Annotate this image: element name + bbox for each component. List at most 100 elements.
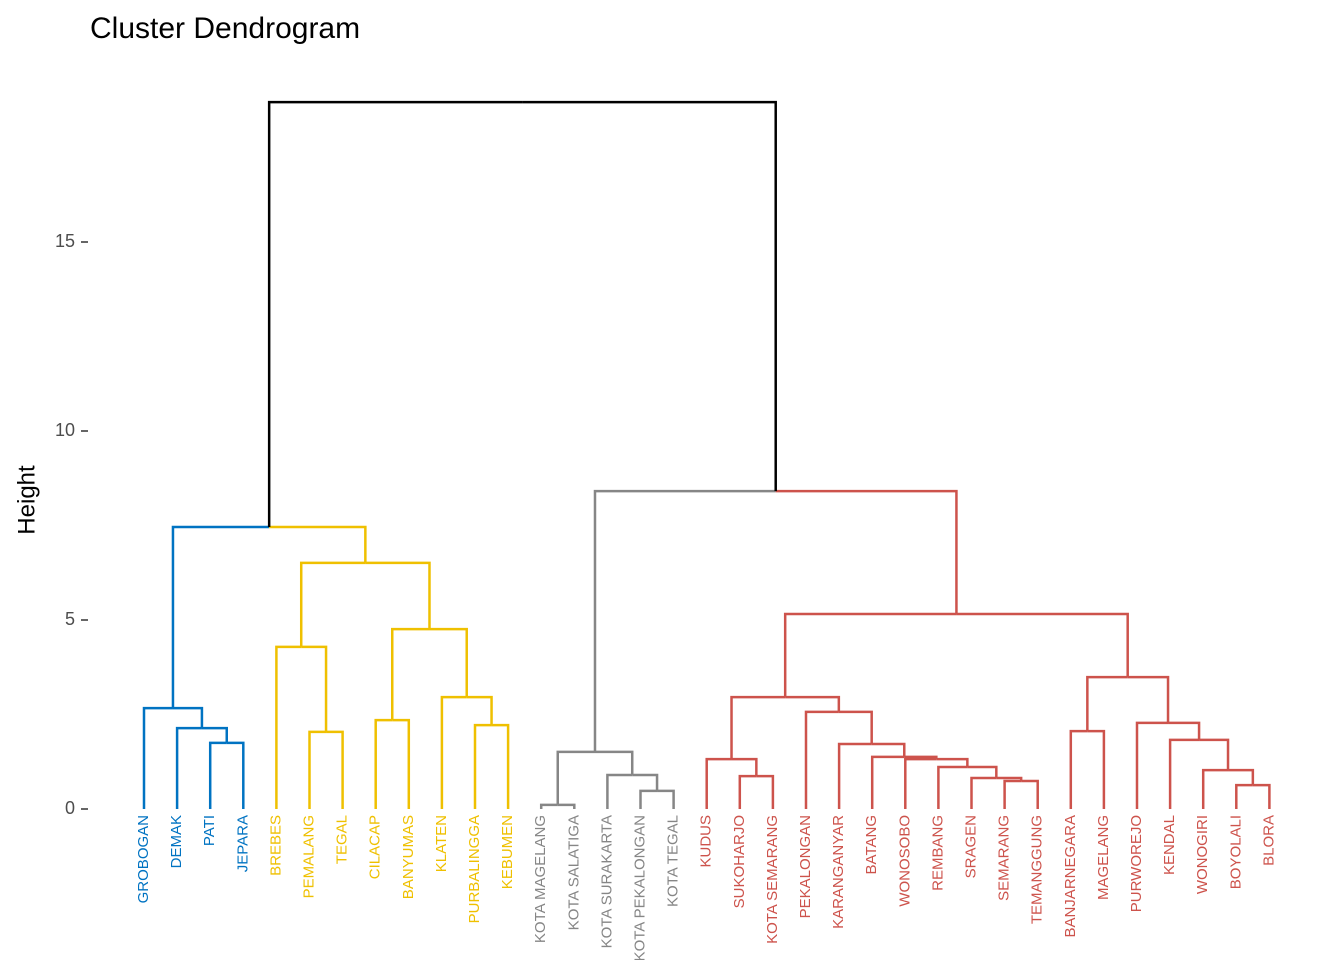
branch bbox=[956, 612, 1129, 678]
leaf-label: CILACAP bbox=[367, 815, 384, 879]
branch bbox=[308, 730, 327, 809]
leaf-label: KOTA SALATIGA bbox=[565, 815, 582, 930]
y-tick-label: 15 bbox=[55, 231, 75, 251]
branch bbox=[1228, 768, 1255, 786]
leaf-label: SRAGEN bbox=[962, 815, 979, 878]
leaf-label: KOTA SURAKARTA bbox=[598, 815, 615, 948]
leaf-label: MAGELANG bbox=[1095, 815, 1112, 900]
branch bbox=[1252, 783, 1271, 809]
leaf-label: PEKALONGAN bbox=[797, 815, 814, 918]
branch bbox=[171, 525, 270, 709]
branch bbox=[1086, 675, 1128, 732]
branch bbox=[1235, 783, 1253, 809]
branch bbox=[970, 776, 997, 809]
branch bbox=[1069, 729, 1088, 809]
leaf-label: JEPARA bbox=[234, 815, 251, 872]
branch bbox=[267, 100, 523, 528]
leaf-label: PEMALANG bbox=[300, 815, 317, 898]
branch bbox=[967, 765, 998, 779]
leaf-label: BATANG bbox=[863, 815, 880, 874]
branch bbox=[301, 645, 328, 732]
leaf-label: SEMARANG bbox=[996, 815, 1013, 901]
y-tick-label: 0 bbox=[65, 798, 75, 818]
branch bbox=[1127, 675, 1170, 723]
branch bbox=[275, 645, 302, 809]
leaf-label: PURBALINGGA bbox=[466, 815, 483, 923]
branch bbox=[936, 757, 969, 768]
leaf-label: GROBOGAN bbox=[135, 815, 152, 903]
leaf-label: KOTA TEGAL bbox=[665, 815, 682, 907]
branch bbox=[522, 100, 777, 492]
branch bbox=[299, 561, 366, 647]
branch bbox=[904, 755, 938, 760]
branch bbox=[429, 627, 468, 698]
branch bbox=[491, 723, 510, 809]
branch bbox=[1201, 768, 1229, 809]
branch bbox=[1003, 779, 1022, 809]
branch bbox=[440, 695, 467, 809]
leaf-label: SUKOHARJO bbox=[731, 815, 748, 908]
branch bbox=[208, 741, 227, 809]
leaf-label: KENDAL bbox=[1161, 815, 1178, 875]
branch bbox=[937, 765, 968, 809]
branch bbox=[466, 695, 493, 726]
leaf-label: PATI bbox=[201, 815, 218, 846]
leaf-label: KLATEN bbox=[433, 815, 450, 872]
branch bbox=[1168, 738, 1200, 809]
leaf-label: WONOGIRI bbox=[1194, 815, 1211, 894]
chart-title: Cluster Dendrogram bbox=[90, 12, 360, 45]
branch bbox=[269, 525, 367, 563]
leaf-label: BANYUMAS bbox=[400, 815, 417, 899]
branch bbox=[594, 750, 634, 775]
branch bbox=[804, 710, 839, 809]
leaf-label: KOTA MAGELANG bbox=[532, 815, 549, 943]
leaf-label: KOTA SEMARANG bbox=[764, 815, 781, 944]
leaf-label: PURWOREJO bbox=[1128, 815, 1145, 912]
branch bbox=[175, 726, 202, 809]
branch bbox=[556, 750, 595, 805]
branch bbox=[392, 718, 411, 809]
leaf-label: KARANGANYAR bbox=[830, 815, 847, 929]
leaf-label: TEGAL bbox=[334, 815, 351, 864]
branch bbox=[1168, 721, 1201, 740]
branch bbox=[1199, 738, 1230, 771]
branch bbox=[391, 627, 430, 721]
branch bbox=[473, 723, 492, 809]
branch bbox=[996, 776, 1023, 782]
branch bbox=[738, 774, 757, 809]
leaf-label: DEMAK bbox=[168, 815, 185, 868]
branch bbox=[1135, 721, 1169, 809]
branch bbox=[731, 757, 758, 777]
branch bbox=[1021, 779, 1039, 809]
y-axis-label: Height bbox=[13, 465, 40, 535]
branch bbox=[657, 789, 675, 809]
leaf-label: KOTA PEKALONGAN bbox=[631, 815, 648, 960]
branch bbox=[365, 561, 431, 630]
leaf-label: BANJARNEGARA bbox=[1062, 815, 1079, 938]
branch bbox=[374, 718, 393, 809]
branch bbox=[593, 489, 776, 752]
y-tick-label: 10 bbox=[55, 420, 75, 440]
leaf-label: WONOSOBO bbox=[896, 815, 913, 907]
branch bbox=[705, 757, 732, 809]
branch bbox=[606, 773, 633, 809]
branch bbox=[775, 489, 958, 614]
branch bbox=[838, 710, 873, 744]
leaf-label: KEBUMEN bbox=[499, 815, 516, 889]
branch bbox=[785, 695, 841, 712]
y-tick-label: 5 bbox=[65, 609, 75, 629]
branch bbox=[639, 789, 658, 809]
branch bbox=[142, 706, 173, 809]
branch bbox=[632, 773, 659, 791]
branch bbox=[539, 803, 558, 809]
branch bbox=[783, 612, 957, 698]
branch bbox=[226, 741, 245, 809]
branch bbox=[557, 803, 576, 809]
leaf-label: TEMANGGUNG bbox=[1029, 815, 1046, 924]
leaf-label: BOYOLALI bbox=[1227, 815, 1244, 889]
branch bbox=[871, 742, 906, 757]
branch bbox=[201, 726, 228, 743]
leaf-label: BLORA bbox=[1260, 815, 1277, 866]
branch bbox=[904, 757, 937, 809]
